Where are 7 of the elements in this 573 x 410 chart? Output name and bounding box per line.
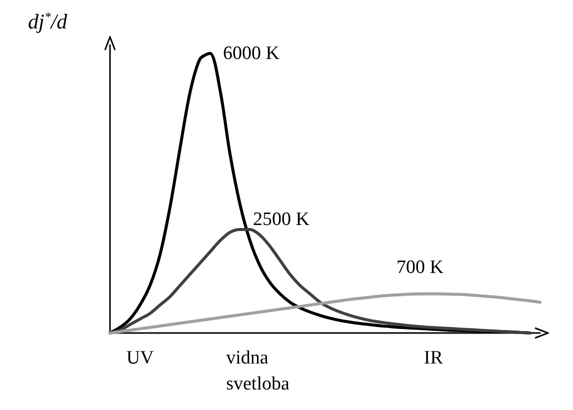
text: IR <box>424 348 444 368</box>
series-label: 2500 K <box>253 209 310 230</box>
text: UV <box>126 348 154 368</box>
y-axis-title: dj*/d <box>28 9 68 34</box>
series-label: 6000 K <box>223 42 280 64</box>
text: vidna svetloba <box>226 348 290 394</box>
series-label: 700 K <box>396 256 444 278</box>
